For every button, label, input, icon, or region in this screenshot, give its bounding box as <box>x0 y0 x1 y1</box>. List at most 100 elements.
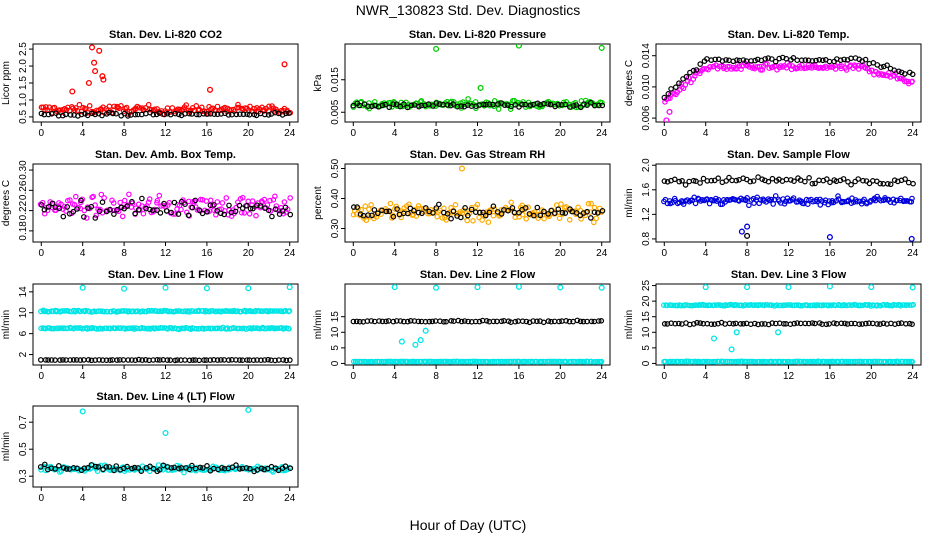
data-point <box>64 204 71 210</box>
data-point <box>754 64 761 70</box>
data-point <box>861 196 867 203</box>
data-point <box>498 211 505 217</box>
y-tick-label: 0.3 <box>18 469 29 483</box>
outlier-point <box>733 329 740 336</box>
x-tick-label: 4 <box>703 371 709 382</box>
data-point <box>588 200 595 207</box>
data-point <box>541 215 547 222</box>
data-point <box>712 56 719 63</box>
data-point <box>591 209 598 216</box>
data-point <box>664 179 671 185</box>
data-point <box>189 199 196 205</box>
data-point <box>465 318 471 325</box>
points-group <box>37 284 293 364</box>
data-point <box>848 181 854 188</box>
data-point <box>598 317 605 324</box>
data-point <box>84 112 91 119</box>
data-point <box>490 203 497 210</box>
data-point <box>755 174 761 180</box>
y-tick-label: 0.40 <box>330 188 341 208</box>
data-point <box>430 103 436 109</box>
data-point <box>383 208 390 215</box>
data-point <box>726 320 733 327</box>
data-point <box>714 302 721 308</box>
data-point <box>686 198 693 205</box>
y-tick-label: 0.006 <box>641 105 652 130</box>
data-point <box>880 181 887 187</box>
data-point <box>826 302 832 309</box>
y-tick-label: 2.0 <box>641 158 652 172</box>
data-point <box>407 317 414 324</box>
data-point <box>768 196 775 203</box>
data-point <box>480 101 487 108</box>
data-point <box>770 201 777 207</box>
data-point <box>423 358 429 365</box>
data-point <box>715 175 722 182</box>
x-tick-label: 0 <box>39 248 45 259</box>
outlier-point <box>598 44 605 51</box>
data-point <box>182 201 188 208</box>
x-tick-label: 16 <box>824 128 836 139</box>
data-point <box>786 62 793 69</box>
x-tick-label: 16 <box>824 248 836 259</box>
y-axis-label: degrees C <box>1 180 12 226</box>
data-point <box>712 358 719 365</box>
x-tick-label: 24 <box>907 371 919 382</box>
data-point <box>200 111 207 117</box>
data-point <box>531 212 537 219</box>
data-point <box>415 203 422 209</box>
data-point <box>390 213 397 220</box>
data-point <box>697 320 704 326</box>
points-group <box>350 284 605 365</box>
data-point <box>599 99 605 106</box>
data-point <box>874 302 881 308</box>
y-tick-label: 2 <box>18 351 29 357</box>
data-point <box>598 358 605 365</box>
data-point <box>720 358 727 365</box>
x-tick-label: 24 <box>596 128 608 139</box>
data-point <box>118 204 125 211</box>
data-point <box>686 178 693 185</box>
data-point <box>192 197 199 204</box>
panel-title: Stan. Dev. Gas Stream RH <box>410 149 546 161</box>
plot-frame <box>32 283 299 366</box>
panel-title: Stan. Dev. Line 3 Flow <box>731 269 847 281</box>
data-point <box>67 197 73 203</box>
data-point <box>265 356 271 363</box>
outlier-point <box>412 341 419 348</box>
data-point <box>891 177 898 184</box>
data-point <box>124 203 131 209</box>
data-point <box>457 358 464 365</box>
data-point <box>51 104 58 111</box>
data-point <box>848 320 855 327</box>
data-point <box>108 308 114 315</box>
outlier-point <box>433 284 440 291</box>
data-point <box>92 215 99 221</box>
plot-frame <box>344 163 611 243</box>
data-point <box>443 217 450 223</box>
data-point <box>117 199 124 206</box>
data-point <box>115 325 121 331</box>
x-tick-label: 12 <box>160 128 172 139</box>
data-point <box>146 196 153 202</box>
data-point <box>397 318 404 324</box>
x-tick-label: 12 <box>472 248 484 259</box>
data-point <box>783 176 790 183</box>
data-point <box>274 325 281 332</box>
data-point <box>214 208 220 214</box>
outlier-point <box>710 335 718 342</box>
data-point <box>78 111 85 118</box>
data-point <box>272 357 278 364</box>
outlier-point <box>744 232 751 239</box>
y-tick-label: 0.5 <box>18 110 29 124</box>
data-point <box>827 179 833 186</box>
data-point <box>711 302 718 308</box>
data-point <box>74 206 80 212</box>
data-point <box>534 212 541 219</box>
data-point <box>282 204 289 211</box>
data-point <box>73 357 80 363</box>
data-point <box>247 103 253 110</box>
data-point <box>738 66 744 73</box>
data-point <box>835 193 841 199</box>
data-point <box>156 110 163 116</box>
